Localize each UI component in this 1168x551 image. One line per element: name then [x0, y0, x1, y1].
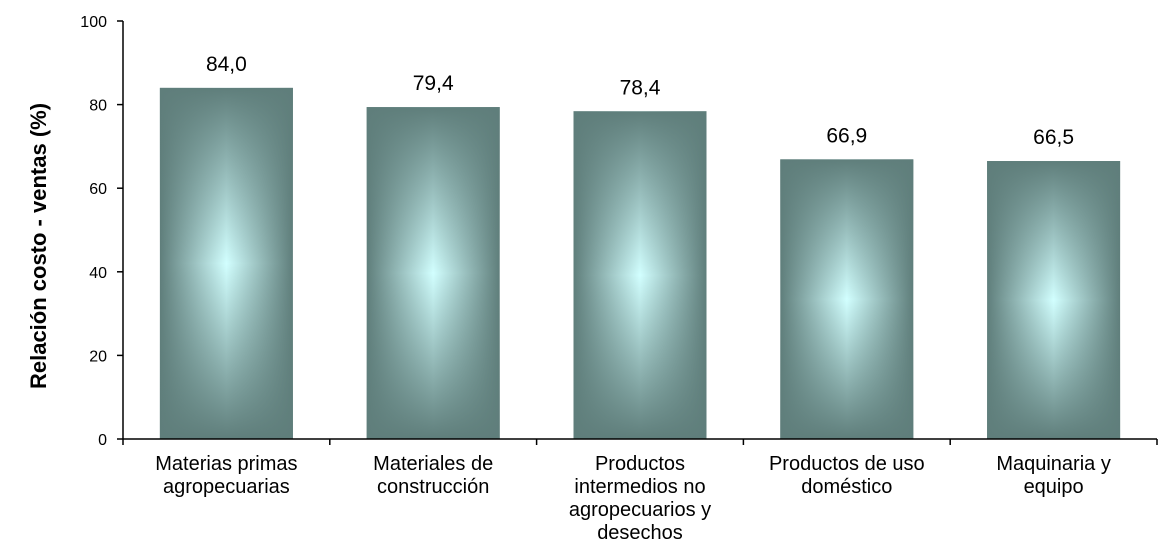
category-label: Materiales de construcción — [373, 453, 493, 498]
bar — [159, 87, 293, 439]
y-tick-label: 20 — [89, 348, 107, 365]
category-label: Productos intermedios no agropecuarios y de… — [569, 453, 711, 544]
y-tick-label: 0 — [98, 432, 107, 449]
y-tick-label: 60 — [89, 181, 107, 198]
bar — [987, 161, 1121, 439]
data-label: 66,9 — [826, 124, 867, 147]
data-label: 78,4 — [620, 76, 661, 99]
y-axis-title: Relación costo - ventas (%) — [26, 103, 51, 389]
bar-shade — [573, 111, 707, 440]
bar — [780, 159, 914, 439]
data-label: 84,0 — [206, 53, 247, 76]
y-tick-label: 100 — [80, 14, 107, 31]
bar-shade — [780, 159, 914, 439]
category-label: Productos de uso doméstico — [769, 453, 925, 498]
bar-shade — [987, 161, 1121, 439]
data-label: 79,4 — [413, 72, 454, 95]
category-labels: Materias primas agropecuarias Materiales d… — [155, 453, 1111, 544]
bars — [159, 87, 1121, 440]
data-labels: 84,0 79,4 78,4 66,9 66,5 — [206, 53, 1074, 149]
bar — [573, 111, 707, 440]
bar — [366, 107, 500, 439]
category-label: Materias primas agropecuarias — [155, 453, 297, 498]
x-axis — [122, 438, 1158, 445]
y-tick-label: 80 — [89, 98, 107, 115]
bar-shade — [159, 87, 293, 439]
data-label: 66,5 — [1033, 126, 1074, 149]
category-label: Maquinaria y equipo — [996, 453, 1111, 498]
y-axis-ticks: 0 20 40 60 80 100 — [80, 14, 123, 449]
bar-shade — [366, 107, 500, 439]
y-tick-label: 40 — [89, 265, 107, 282]
